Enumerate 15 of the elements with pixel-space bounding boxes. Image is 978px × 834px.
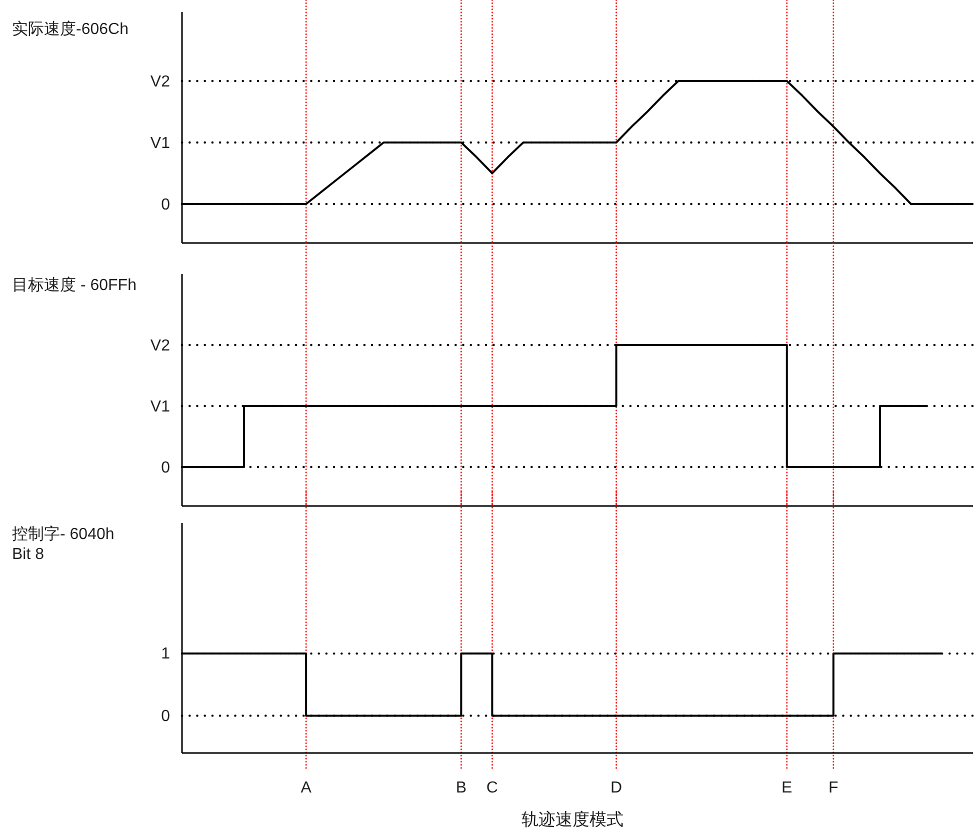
ref-line-label: V1	[150, 398, 170, 416]
chart-title: 目标速度 - 60FFh	[12, 276, 136, 294]
chart-title: 实际速度-606Ch	[12, 20, 128, 38]
x-tick-label: B	[456, 779, 467, 796]
ref-line-label: V1	[150, 135, 170, 152]
y-tick-label: 1	[161, 646, 170, 663]
x-tick-label: C	[486, 779, 498, 796]
ref-line-label: V2	[150, 74, 170, 91]
x-axis-title: 轨迹速度模式	[522, 810, 624, 829]
x-tick-label: E	[782, 779, 792, 796]
x-tick-label: A	[300, 779, 312, 796]
x-tick-label: D	[610, 779, 622, 796]
ref-line-label: V2	[150, 338, 170, 355]
text: 控制字- 6040h Bit 8	[12, 525, 114, 563]
x-tick-label: F	[828, 779, 839, 796]
